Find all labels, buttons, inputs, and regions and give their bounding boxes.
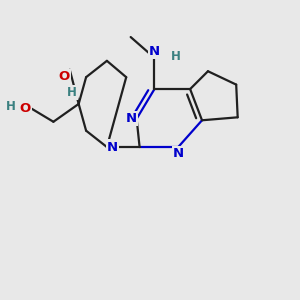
Text: O: O bbox=[20, 102, 31, 115]
Text: H: H bbox=[6, 100, 16, 113]
Text: H: H bbox=[67, 86, 77, 99]
Text: N: N bbox=[107, 140, 118, 154]
Text: O: O bbox=[58, 70, 70, 83]
Text: N: N bbox=[173, 147, 184, 160]
Text: N: N bbox=[149, 45, 160, 58]
Text: H: H bbox=[171, 50, 181, 63]
Text: N: N bbox=[125, 112, 136, 125]
